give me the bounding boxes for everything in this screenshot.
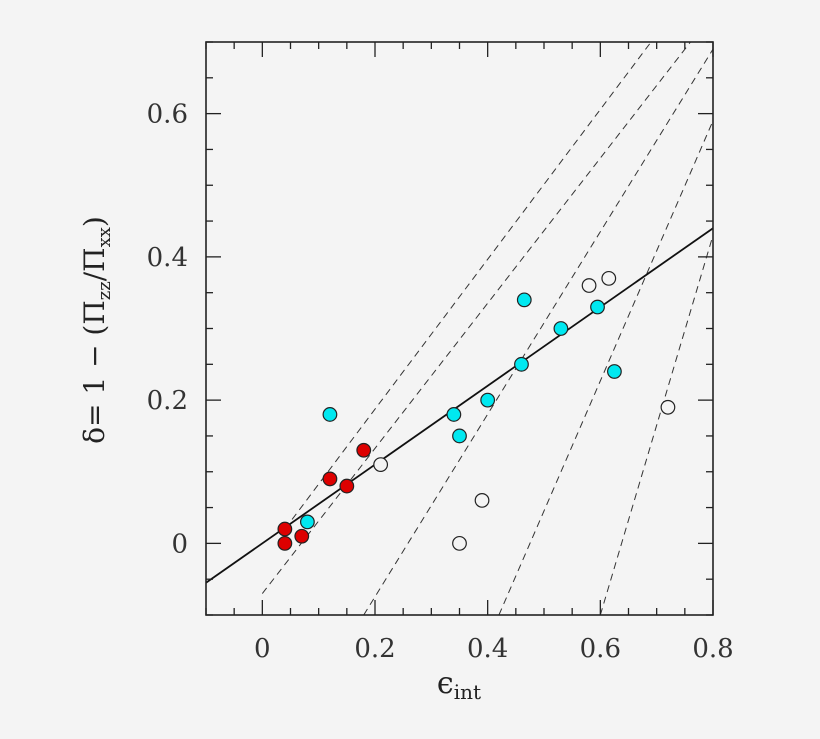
data-point-filled-red [356, 442, 372, 458]
data-point-filled-cyan [514, 356, 529, 372]
lines-layer [206, 42, 713, 615]
x-tick-labels: 0 0.2 0.4 0.6 0.8 [254, 634, 734, 664]
data-point-open [581, 278, 597, 293]
data-point-filled-cyan [446, 407, 462, 422]
x-axis-subscript: int [454, 680, 481, 704]
ticks-layer [205, 41, 714, 616]
y-tick-labels: 0 0.2 0.4 0.6 [147, 100, 188, 560]
y-axis-mid: /Π [78, 247, 111, 281]
y-axis-prefix: δ= 1 − (Π [78, 300, 111, 444]
y-tick-label: 0.6 [147, 100, 188, 130]
data-point-filled-red [322, 471, 338, 487]
data-point-open [452, 535, 467, 551]
data-point-open [660, 399, 676, 415]
y-axis-suffix: ) [78, 216, 111, 227]
x-axis-symbol: ϵ [437, 666, 454, 701]
data-point-filled-red [277, 535, 293, 551]
data-point-filled-cyan [480, 392, 496, 408]
data-point-filled-cyan [322, 407, 338, 422]
x-tick-label: 0.8 [692, 634, 733, 664]
x-tick-label: 0.6 [580, 634, 621, 664]
data-point-filled-cyan [452, 428, 467, 444]
fit-line [206, 227, 713, 584]
x-tick-label: 0.4 [467, 634, 508, 664]
dashed-line-4 [599, 235, 713, 615]
plot-frame [205, 41, 714, 616]
data-point-open [373, 457, 389, 472]
data-point-filled-red [277, 521, 293, 537]
y-axis-sub-zz: zz [94, 281, 115, 300]
data-point-filled-cyan [300, 514, 315, 530]
y-tick-label: 0.4 [147, 243, 188, 273]
data-point-filled-cyan [590, 299, 605, 315]
dashed-line-2 [363, 48, 713, 615]
data-point-filled-red [294, 528, 310, 544]
y-axis-sub-xx: xx [94, 227, 115, 247]
points-layer [277, 270, 676, 551]
data-point-open [474, 493, 490, 508]
data-point-filled-cyan [553, 321, 569, 336]
y-axis-title: δ= 1 − (Πzz/Πxx) [78, 216, 115, 444]
dashed-line-5 [284, 42, 652, 530]
y-tick-label: 0 [171, 529, 188, 559]
data-point-filled-cyan [516, 292, 532, 308]
dashed-line-3 [498, 120, 713, 615]
y-tick-label: 0.2 [147, 386, 188, 416]
x-axis-title: ϵint [437, 666, 481, 704]
data-point-filled-red [339, 478, 355, 494]
dashed-line-1 [261, 42, 691, 594]
data-point-filled-cyan [607, 364, 622, 379]
data-point-open [601, 270, 617, 286]
x-tick-label: 0 [254, 634, 271, 664]
x-tick-label: 0.2 [354, 634, 395, 664]
